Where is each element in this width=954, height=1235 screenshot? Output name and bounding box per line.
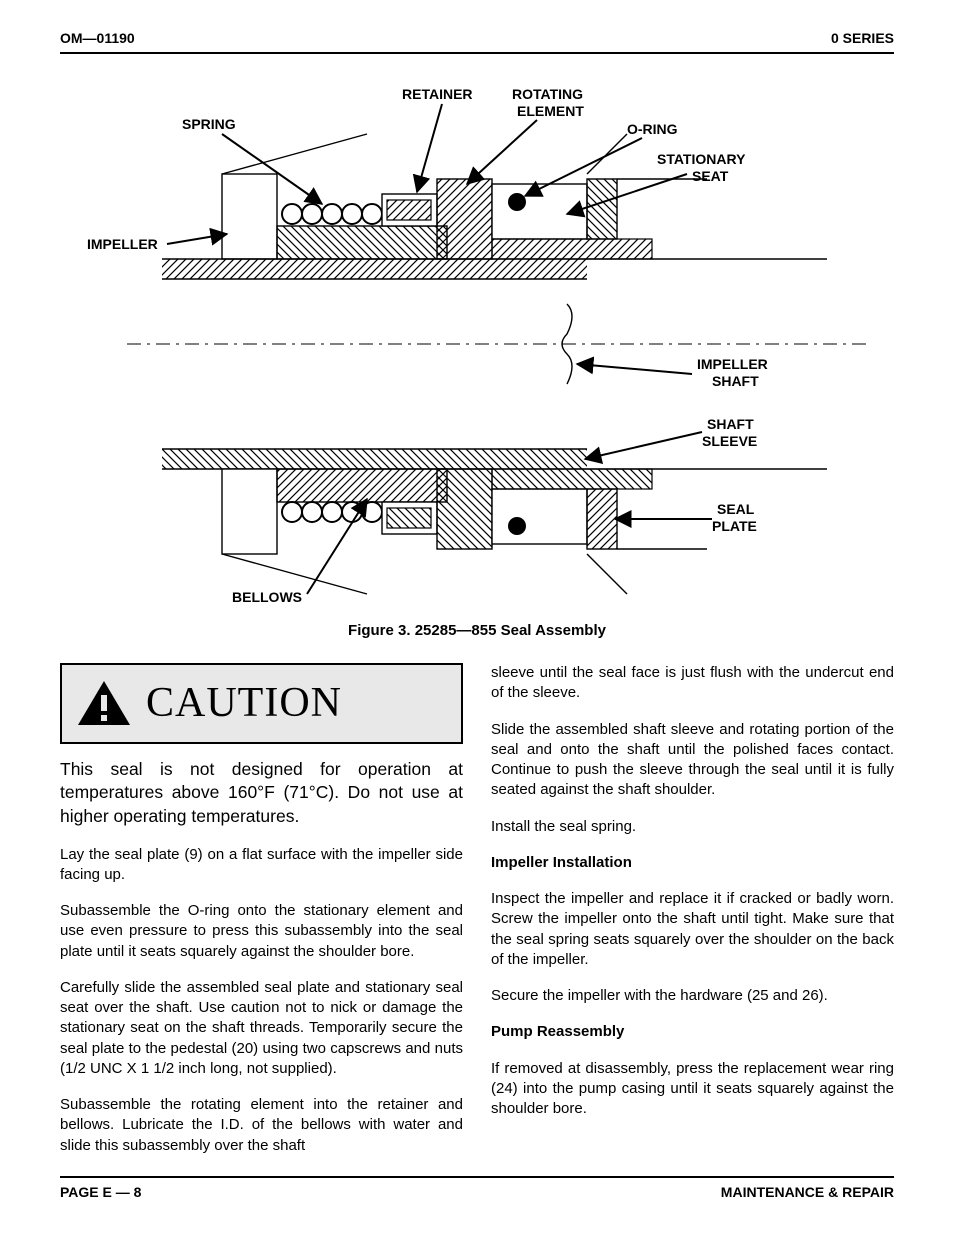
label-rotating-element-2: ELEMENT	[517, 103, 584, 119]
figure-caption: Figure 3. 25285—855 Seal Assembly	[60, 622, 894, 639]
body-right-p6: If removed at disassembly, press the rep…	[491, 1059, 894, 1120]
header-left: OM—01190	[60, 30, 135, 46]
right-column: sleeve until the seal face is just flush…	[491, 663, 894, 1156]
label-retainer: RETAINER	[402, 86, 473, 102]
body-columns: CAUTION This seal is not designed for op…	[60, 663, 894, 1156]
label-impeller-shaft-2: SHAFT	[712, 373, 759, 389]
body-right-p1: sleeve until the seal face is just flush…	[491, 663, 894, 704]
label-spring: SPRING	[182, 116, 236, 132]
caution-box: CAUTION	[60, 663, 463, 744]
label-stationary-seat-1: STATIONARY	[657, 151, 746, 167]
footer-right: MAINTENANCE & REPAIR	[721, 1184, 894, 1200]
label-oring: O-RING	[627, 121, 678, 137]
label-shaft-sleeve-1: SHAFT	[707, 416, 754, 432]
label-impeller: IMPELLER	[87, 236, 158, 252]
body-left-p3: Carefully slide the assembled seal plate…	[60, 978, 463, 1079]
page-footer: PAGE E — 8 MAINTENANCE & REPAIR	[60, 1176, 894, 1200]
body-left-p2: Subassemble the O-ring onto the stationa…	[60, 901, 463, 962]
body-right-p4: Inspect the impeller and replace it if c…	[491, 889, 894, 970]
page-header: OM—01190 0 SERIES	[60, 30, 894, 54]
body-right-p3: Install the seal spring.	[491, 817, 894, 837]
label-impeller-shaft-1: IMPELLER	[697, 356, 768, 372]
left-column: CAUTION This seal is not designed for op…	[60, 663, 463, 1156]
label-stationary-seat-2: SEAT	[692, 168, 729, 184]
label-seal-plate-1: SEAL	[717, 501, 755, 517]
seal-assembly-diagram: SPRING RETAINER ROTATING ELEMENT O-RING …	[67, 74, 887, 614]
caution-label: CAUTION	[146, 675, 342, 732]
header-right: 0 SERIES	[831, 30, 894, 46]
label-rotating-element-1: ROTATING	[512, 86, 583, 102]
label-bellows: BELLOWS	[232, 589, 302, 605]
label-shaft-sleeve-2: SLEEVE	[702, 433, 757, 449]
heading-impeller-installation: Impeller Installation	[491, 853, 894, 873]
label-seal-plate-2: PLATE	[712, 518, 757, 534]
footer-left: PAGE E — 8	[60, 1184, 141, 1200]
caution-text: This seal is not designed for operation …	[60, 758, 463, 829]
body-right-p5: Secure the impeller with the hardware (2…	[491, 986, 894, 1006]
figure-seal-assembly: SPRING RETAINER ROTATING ELEMENT O-RING …	[60, 74, 894, 639]
heading-pump-reassembly: Pump Reassembly	[491, 1022, 894, 1042]
warning-icon	[76, 679, 132, 727]
body-left-p4: Subassemble the rotating element into th…	[60, 1095, 463, 1156]
body-right-p2: Slide the assembled shaft sleeve and rot…	[491, 720, 894, 801]
body-left-p1: Lay the seal plate (9) on a flat surface…	[60, 845, 463, 886]
